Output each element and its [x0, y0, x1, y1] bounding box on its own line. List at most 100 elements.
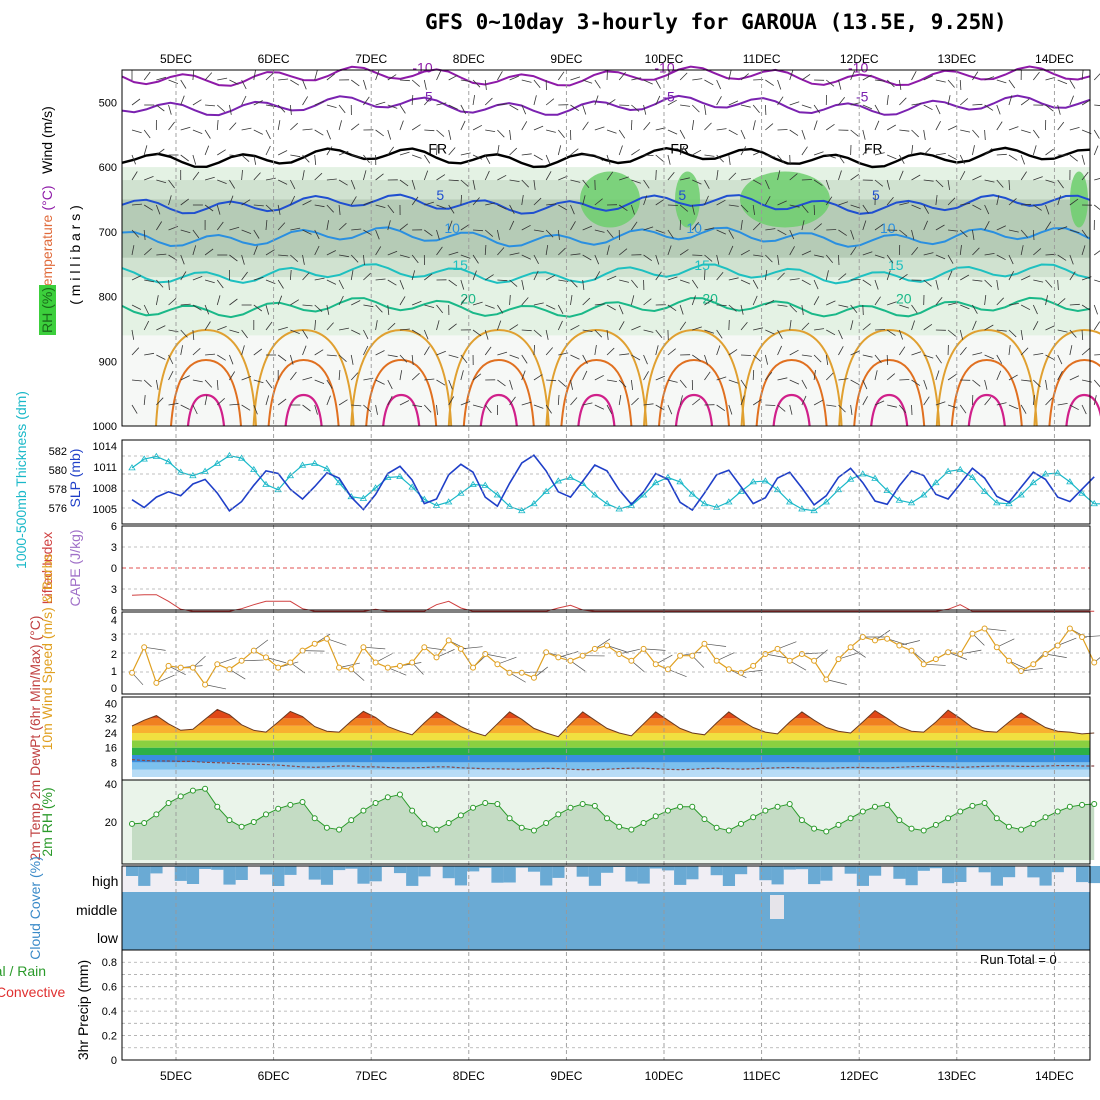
- rh-point: [969, 802, 976, 809]
- wind-barb: [484, 170, 490, 181]
- wind-barb: [692, 398, 701, 406]
- wind-barb: [1057, 104, 1061, 115]
- bl-contour-outer: [252, 328, 355, 427]
- wind-barb: [302, 128, 313, 131]
- wind-barb: [1020, 171, 1027, 181]
- wind-speed-point: [470, 664, 477, 671]
- wind-barb: [1008, 374, 1018, 381]
- wind-barb: [984, 379, 988, 390]
- wind-barb: [436, 379, 446, 386]
- wind-barb: [947, 254, 954, 264]
- wind-barb: [265, 72, 274, 81]
- wind-speed-point: [275, 664, 282, 671]
- wind-barb: [156, 279, 164, 288]
- wind-barb: [290, 329, 300, 334]
- wind-speed-point: [811, 657, 818, 664]
- rh-point: [701, 816, 708, 823]
- wind-barb: [533, 79, 541, 89]
- wind-barb: [1008, 79, 1016, 89]
- wind-barb: [789, 304, 798, 313]
- wind-barb: [911, 320, 915, 331]
- wind-barb: [667, 229, 674, 239]
- wind-barb: [326, 204, 334, 213]
- thickness-point: [444, 498, 453, 505]
- cloud-high-bar: [454, 866, 468, 886]
- wind-barb: [216, 119, 219, 131]
- wind-barb: [643, 329, 654, 333]
- wind-barb: [1081, 70, 1084, 81]
- wind-barb: [667, 245, 672, 256]
- cloud-high-bar: [917, 866, 930, 871]
- wind-barb: [899, 273, 908, 281]
- rh-point: [896, 817, 903, 824]
- wind-barb: [606, 347, 615, 356]
- bl-contour-outer: [935, 328, 1038, 427]
- wind-barb: [606, 229, 614, 239]
- wind-barb: [899, 404, 907, 413]
- pressure-tick: 900: [99, 356, 117, 368]
- wind-barb: [825, 354, 829, 365]
- upper-air-ylabel-units: ( m i l l i b a r s ): [67, 205, 83, 305]
- wind-barb: [168, 279, 170, 291]
- date-label-bottom: 7DEC: [355, 1069, 387, 1083]
- wind-barb: [131, 245, 135, 256]
- wind-barb: [509, 379, 513, 390]
- pressure-tick: 600: [99, 162, 117, 174]
- wind-barb: [1094, 104, 1100, 106]
- wind-barb: [935, 224, 945, 231]
- wind-barb: [253, 172, 261, 181]
- surface-wind-barb: [984, 628, 1007, 632]
- wind-barb: [387, 250, 398, 256]
- rh-point: [579, 800, 586, 807]
- date-label-top: 6DEC: [258, 52, 290, 66]
- wind-barb: [886, 179, 890, 190]
- wind-barb: [789, 320, 792, 331]
- wind-tick: 4: [111, 615, 117, 627]
- wind-barb: [229, 79, 239, 85]
- wind-barb: [497, 247, 505, 256]
- wind-barb: [314, 304, 323, 312]
- wind-speed-point: [189, 664, 196, 671]
- wind-barb: [1008, 254, 1014, 265]
- thickness-point: [286, 471, 295, 479]
- wind-barb: [363, 404, 372, 412]
- rh-point: [238, 823, 245, 830]
- wind-barb: [1057, 329, 1068, 333]
- wind-barb: [886, 196, 894, 206]
- wind-barb: [838, 229, 847, 236]
- wind-barb: [497, 129, 505, 138]
- wind-barb: [472, 301, 483, 306]
- wind-barb: [874, 329, 886, 331]
- wind-barb: [740, 322, 748, 331]
- wind-barb: [156, 397, 164, 406]
- wind-barb: [972, 204, 982, 211]
- wind-barb: [899, 129, 910, 132]
- cloud-high-bar: [1088, 866, 1100, 884]
- wind-barb: [691, 120, 695, 131]
- wind-barb: [387, 104, 398, 109]
- upper-air-ylabel-wind: Wind (m/s): [39, 106, 55, 174]
- wind-barb: [619, 104, 630, 106]
- wind-barb: [205, 353, 216, 356]
- wind-barb: [655, 199, 665, 206]
- thickness-point: [213, 459, 221, 466]
- wind-speed-point: [409, 659, 416, 666]
- rh-point: [396, 791, 403, 798]
- wind-speed-point: [421, 644, 428, 651]
- temp-tick: 40: [105, 699, 117, 711]
- wind-barb: [265, 177, 276, 181]
- rh-point: [506, 815, 513, 822]
- wind-barb: [472, 270, 477, 281]
- wind-barb: [887, 154, 897, 160]
- wind-barb: [923, 323, 933, 331]
- wind-barb: [1057, 279, 1059, 291]
- cloud-high-bar: [844, 866, 857, 874]
- wind-barb: [424, 97, 432, 106]
- wind-barb: [509, 129, 512, 140]
- wind-barb: [959, 346, 967, 356]
- surface-wind-barb: [217, 657, 237, 665]
- wind-barb: [204, 321, 211, 331]
- wind-barb: [716, 376, 727, 381]
- wind-barb: [789, 70, 794, 81]
- wind-barb: [217, 354, 226, 361]
